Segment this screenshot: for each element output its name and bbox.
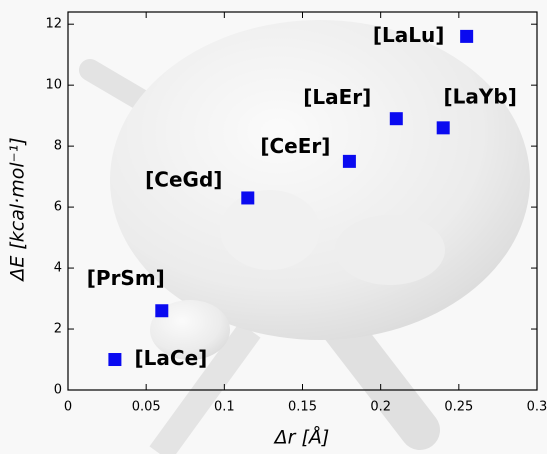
point (241, 191, 255, 205)
point-label: [LaYb] (444, 84, 517, 108)
point (389, 112, 403, 126)
x-tick-label: 0.3 (527, 400, 547, 415)
y-tick-label: 10 (45, 78, 62, 93)
point-label: [LaLu] (373, 23, 445, 47)
x-tick-label: 0.1 (214, 400, 235, 415)
point-label: [CeEr] (260, 134, 330, 158)
y-tick-label: 4 (54, 261, 62, 276)
x-tick-label: 0.2 (370, 400, 391, 415)
y-tick-label: 12 (45, 17, 62, 32)
point (436, 121, 450, 135)
point (155, 304, 169, 318)
x-axis-label: Δr [Å] (273, 426, 330, 449)
y-tick-label: 0 (54, 383, 62, 398)
x-tick-label: 0.25 (444, 400, 473, 415)
point-label: [LaCe] (135, 346, 208, 370)
x-tick-label: 0.15 (288, 400, 317, 415)
y-axis-label: ΔE [kcal·mol⁻¹] (7, 137, 29, 282)
y-tick-label: 8 (54, 139, 62, 154)
x-tick-label: 0 (64, 400, 72, 415)
point (460, 29, 474, 43)
point-label: [LaEr] (303, 85, 371, 109)
point (342, 154, 356, 168)
point-label: [CeGd] (145, 167, 222, 191)
x-tick-label: 0.05 (132, 400, 161, 415)
y-tick-label: 6 (54, 200, 62, 215)
point-label: [PrSm] (87, 266, 165, 290)
y-tick-label: 2 (54, 322, 62, 337)
point (108, 353, 122, 367)
